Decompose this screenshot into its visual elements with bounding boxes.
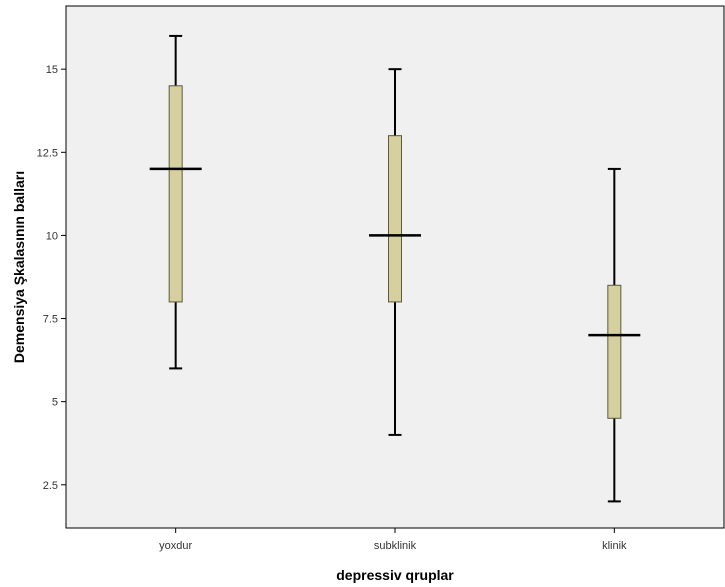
y-axis-title: Demensiya Şkalasının balları (11, 171, 27, 363)
x-axis: yoxdur subklinik klinik (159, 528, 627, 552)
y-tick-label: 2.5 (43, 480, 58, 492)
boxes (149, 34, 641, 503)
box-yoxdur (149, 34, 202, 370)
iqr-box (388, 135, 402, 303)
x-tick-label: yoxdur (159, 540, 192, 552)
y-tick-label: 7.5 (43, 314, 58, 326)
y-tick-label: 10 (46, 230, 58, 242)
y-tick-label: 12.5 (37, 147, 58, 159)
y-tick-label: 5 (52, 397, 58, 409)
y-tick-label: 15 (46, 64, 58, 76)
iqr-box (168, 85, 183, 303)
box-subklinik (369, 68, 421, 436)
iqr-box (607, 284, 622, 419)
y-axis: 2.5 5 7.5 10 12.5 15 (37, 64, 66, 492)
box-klinik (588, 167, 641, 503)
x-tick-label: subklinik (374, 540, 417, 552)
x-tick-label: klinik (602, 540, 627, 552)
x-axis-title: depressiv qruplar (336, 567, 454, 583)
